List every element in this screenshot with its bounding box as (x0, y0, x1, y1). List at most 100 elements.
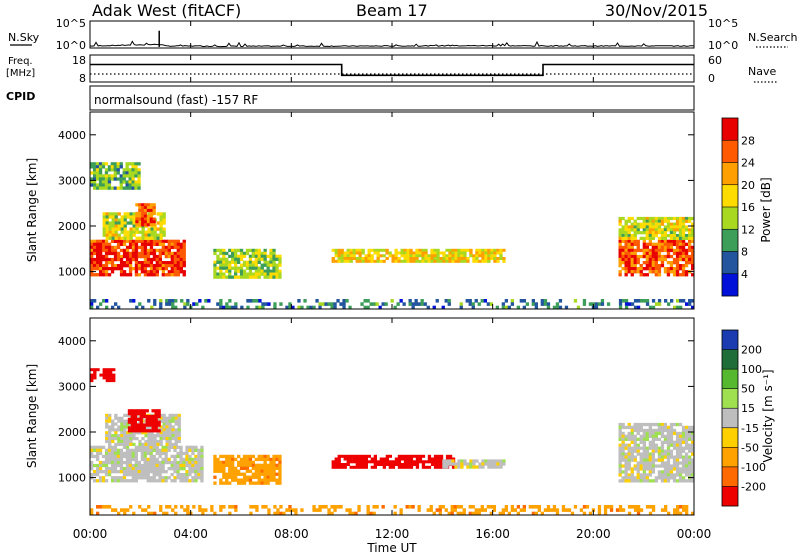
heat-cell (633, 434, 637, 438)
heat-cell (234, 251, 238, 256)
heat-cell (570, 511, 575, 516)
heat-cell (164, 457, 168, 462)
heat-cell (273, 505, 277, 509)
heat-cell (222, 257, 226, 261)
heat-cell (151, 409, 155, 413)
heat-cell (263, 272, 267, 276)
heat-cell (355, 463, 359, 466)
heat-cell (288, 505, 292, 509)
heat-cell (142, 412, 146, 416)
heat-cell (688, 467, 692, 471)
heat-cell (618, 449, 622, 453)
heat-cell (123, 419, 127, 423)
heat-cell (239, 254, 244, 258)
heat-cell (459, 302, 463, 306)
heat-cell (146, 476, 150, 480)
heat-cell (155, 467, 159, 471)
heat-cell (528, 505, 532, 509)
heat-cell (266, 457, 270, 462)
heat-cell (627, 434, 631, 438)
heat-cell (167, 239, 171, 243)
heat-cell (95, 171, 100, 175)
heat-cell (161, 448, 165, 452)
heat-cell (239, 472, 244, 476)
heat-cell (403, 248, 407, 252)
heat-cell (275, 463, 279, 467)
heat-cell (90, 305, 94, 310)
heat-cell (682, 505, 686, 509)
heat-cell (161, 261, 165, 265)
heat-cell (177, 431, 181, 435)
heat-cell (681, 434, 686, 438)
heat-cell (651, 261, 655, 265)
heat-cell (120, 431, 124, 435)
heat-cell (129, 233, 133, 237)
heat-cell (272, 275, 276, 279)
heat-cell (132, 212, 136, 216)
heat-cell (342, 302, 346, 306)
heat-cell (394, 457, 399, 461)
heat-cell (200, 448, 204, 452)
heat-cell (231, 466, 235, 470)
heat-cell (466, 248, 470, 252)
heat-cell (162, 230, 166, 234)
heat-cell (639, 452, 643, 456)
heat-cell (129, 299, 133, 303)
heat-cell (618, 428, 622, 433)
heat-cell (231, 251, 235, 256)
heat-cell (627, 248, 631, 253)
heat-cell (99, 373, 103, 377)
heat-cell (182, 451, 186, 456)
heat-cell (430, 257, 434, 260)
heat-cell (107, 273, 112, 277)
heat-cell (210, 508, 214, 512)
heat-cell (239, 466, 244, 470)
heat-cell (135, 217, 139, 221)
heat-cell (597, 302, 602, 306)
heat-cell (134, 162, 138, 166)
heat-cell (442, 251, 446, 255)
heat-cell (688, 443, 692, 447)
heat-cell (105, 305, 109, 310)
heat-cell (159, 431, 163, 435)
heat-cell (114, 413, 118, 417)
heat-cell (129, 439, 133, 444)
heat-cell (128, 261, 133, 265)
heat-cell (654, 446, 658, 450)
heat-cell (618, 236, 622, 240)
heat-cell (107, 180, 112, 184)
heat-cell (237, 469, 241, 473)
power-ytick-label: 2000 (58, 220, 86, 233)
heat-cell (266, 469, 270, 473)
heat-cell (219, 275, 223, 279)
heat-cell (681, 245, 686, 250)
heat-cell (104, 174, 109, 178)
heat-cell (213, 266, 217, 270)
heat-cell (158, 242, 162, 246)
heat-cell (119, 177, 123, 181)
heat-cell (225, 478, 229, 482)
heat-cell (125, 454, 130, 459)
heat-cell (161, 476, 165, 480)
heat-cell (397, 257, 401, 260)
heat-cell (657, 428, 662, 433)
heat-cell (90, 448, 94, 452)
heat-cell (128, 460, 132, 465)
heat-cell (546, 505, 551, 509)
heat-cell (654, 242, 658, 246)
heat-cell (663, 437, 668, 441)
heat-cell (272, 475, 276, 479)
heat-cell (161, 457, 165, 462)
heat-cell (493, 459, 497, 463)
heat-cell (176, 257, 180, 262)
heat-cell (90, 254, 94, 259)
heat-cell (342, 299, 346, 303)
heat-cell (630, 254, 634, 259)
heat-cell (242, 466, 247, 470)
nsky-label: N.Sky (8, 31, 40, 44)
heat-cell (684, 248, 689, 253)
heat-cell (633, 225, 637, 229)
heat-cell (119, 270, 124, 274)
heat-cell (318, 508, 322, 512)
heat-cell (684, 464, 689, 468)
